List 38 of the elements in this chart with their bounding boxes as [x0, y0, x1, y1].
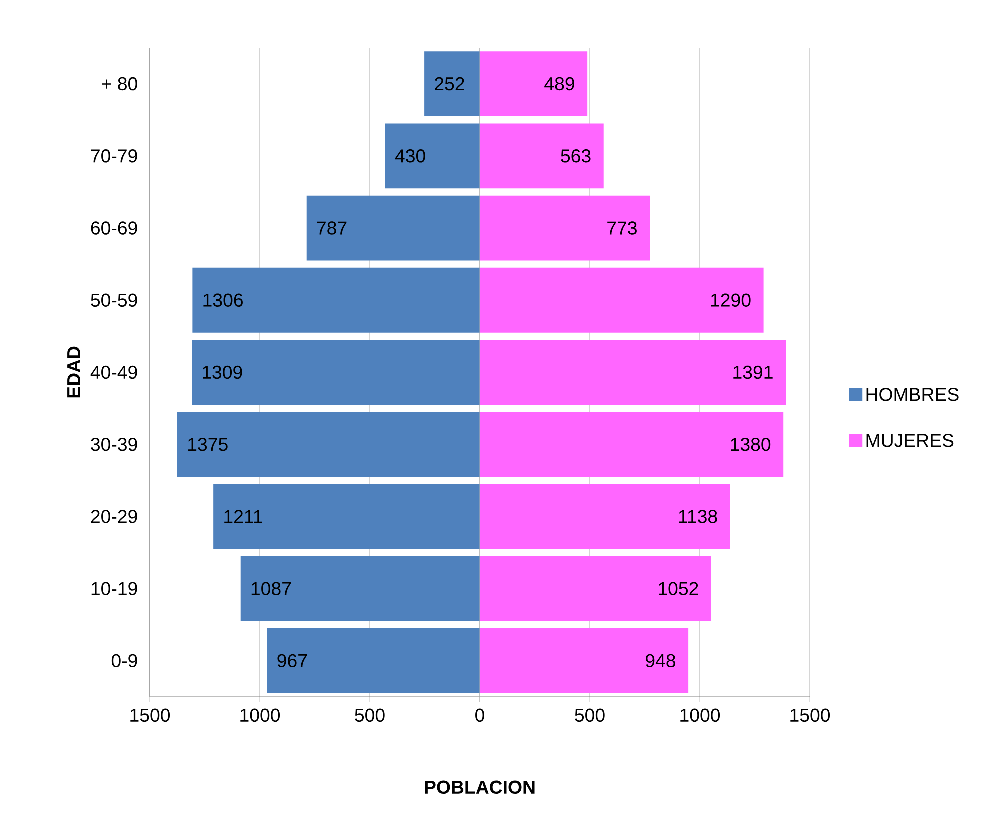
y-tick-label: 0-9: [112, 654, 138, 668]
data-label: 1290: [711, 294, 751, 307]
y-tick-label: 60-69: [91, 222, 138, 235]
data-label: 967: [278, 654, 308, 668]
x-tick-label: 500: [355, 708, 385, 722]
legend-label: MUJERES: [866, 434, 954, 448]
data-label: 1138: [679, 510, 718, 524]
data-label: 1380: [731, 438, 771, 452]
data-label: 1309: [203, 366, 242, 380]
data-label: 1375: [188, 438, 228, 452]
y-tick-label: 40-49: [90, 366, 138, 380]
x-tick-label: 500: [575, 708, 605, 722]
x-tick-label: 0: [476, 708, 484, 722]
y-tick-label: 30-39: [91, 438, 138, 452]
data-label: 787: [317, 222, 347, 235]
data-label: 563: [561, 150, 591, 163]
data-label: 948: [646, 654, 676, 668]
y-tick-label: 20-29: [91, 510, 138, 524]
x-tick-label: 1500: [790, 708, 830, 722]
data-label: 430: [395, 150, 426, 163]
x-tick-label: 1000: [240, 708, 280, 722]
data-label: 1211: [224, 510, 262, 524]
y-tick-label: 10-19: [92, 582, 138, 596]
data-label: 1306: [204, 294, 243, 307]
data-label: 773: [608, 222, 637, 235]
data-label: 489: [544, 77, 574, 91]
x-axis-title: POBLACION: [425, 780, 535, 794]
data-label: 1087: [252, 582, 292, 596]
y-tick-label: 70-79: [91, 150, 138, 163]
x-tick-label: 1000: [680, 708, 720, 722]
y-axis-title: EDAD: [68, 346, 80, 398]
y-tick-label: 50-59: [91, 294, 138, 307]
data-label: 252: [435, 77, 464, 91]
y-tick-label: + 80: [102, 77, 138, 91]
data-label: 1391: [734, 366, 773, 380]
x-tick-label: 1500: [130, 708, 170, 722]
data-label: 1052: [659, 582, 698, 596]
legend-label: HOMBRES: [866, 388, 959, 402]
